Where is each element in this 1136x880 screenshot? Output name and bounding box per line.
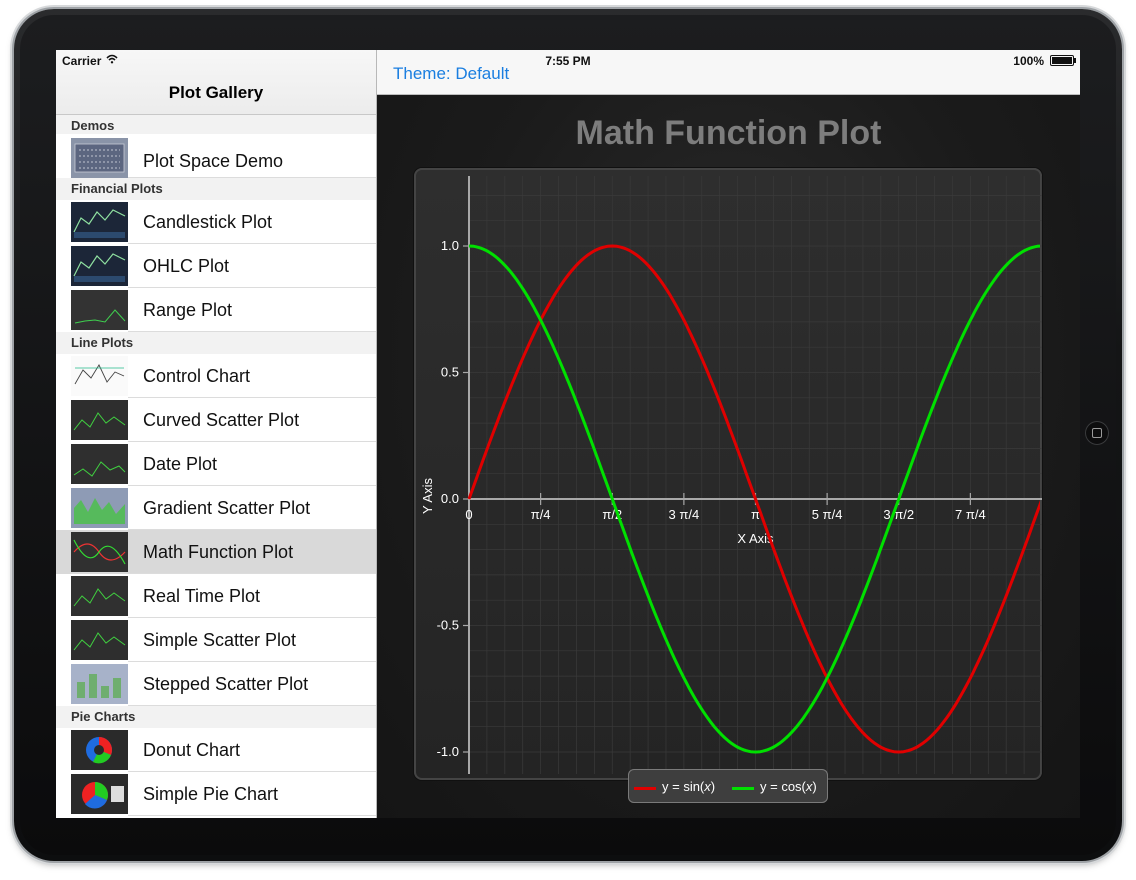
- list-item-label: Real Time Plot: [143, 586, 261, 606]
- section-header: Line Plots: [56, 332, 376, 354]
- list-item-label: Stepped Scatter Plot: [143, 674, 309, 694]
- legend-variable: x: [805, 779, 813, 794]
- x-tick-label: 5 π/4: [812, 507, 843, 522]
- list-item-label: Date Plot: [143, 454, 218, 474]
- list-item-label: Range Plot: [143, 300, 233, 320]
- thumbnail: [71, 444, 128, 484]
- list-item[interactable]: Plot Space Demo: [56, 134, 376, 178]
- thumbnail: [71, 202, 128, 242]
- screen: Plot Gallery Demos Plot Space Demo Financi…: [56, 50, 1080, 818]
- list-item[interactable]: Gradient Scatter Plot: [56, 486, 376, 530]
- list-item-label: Control Chart: [143, 366, 251, 386]
- y-tick-label: 0.0: [441, 491, 459, 506]
- page-title: Plot Gallery: [168, 83, 264, 102]
- thumbnail: [71, 290, 128, 330]
- series-line-sin: [467, 244, 1040, 754]
- list-item-label: Simple Pie Chart: [143, 784, 279, 804]
- thumbnail: [71, 356, 128, 396]
- list-item[interactable]: Date Plot: [56, 442, 376, 486]
- section-header: Demos: [56, 115, 376, 137]
- math-function-chart[interactable]: 0 π/4 π/2 3 π/4 π 5 π/4 3 π/2 7 π/41.00.50.0-0.…: [414, 168, 1042, 780]
- thumbnail: [71, 532, 128, 572]
- list-item-label: Math Function Plot: [143, 542, 294, 562]
- carrier-label: Carrier: [62, 54, 102, 68]
- x-tick-label: 7 π/4: [955, 507, 986, 522]
- chart-title: Math Function Plot: [575, 114, 882, 152]
- thumbnail: [71, 488, 128, 528]
- list-item-label: Plot Space Demo: [143, 151, 284, 171]
- list-item[interactable]: Curved Scatter Plot: [56, 398, 376, 442]
- x-tick-label: π/4: [531, 507, 551, 522]
- list-item[interactable]: Donut Chart: [56, 728, 376, 772]
- thumbnail: [71, 730, 128, 770]
- status-time: 7:55 PM: [545, 54, 591, 68]
- list-item[interactable]: Control Chart: [56, 354, 376, 398]
- list-item-label: Donut Chart: [143, 740, 241, 760]
- legend-text: y = sin(: [662, 779, 705, 794]
- thumbnail: [71, 664, 128, 704]
- list-item-label: Curved Scatter Plot: [143, 410, 300, 430]
- battery-percent: 100%: [1013, 54, 1044, 68]
- thumbnail: [71, 576, 128, 616]
- legend-label-cos: y = cos(x): [760, 779, 817, 794]
- list-item[interactable]: Candlestick Plot: [56, 200, 376, 244]
- master-navigation-bar: Plot Gallery: [56, 50, 376, 115]
- theme-button[interactable]: Theme: Default: [393, 64, 510, 83]
- x-tick-label: 3 π/4: [669, 507, 700, 522]
- legend-text: ): [812, 779, 817, 794]
- thumbnail: [71, 246, 128, 286]
- series-line-cos: [468, 244, 1040, 754]
- section-header: Financial Plots: [56, 178, 376, 200]
- y-axis-title: Y Axis: [420, 478, 435, 514]
- legend-variable: x: [704, 779, 711, 794]
- thumbnail: [71, 400, 128, 440]
- section-header: Pie Charts: [56, 706, 376, 728]
- x-tick-label: π: [751, 507, 760, 522]
- home-button[interactable]: [1085, 421, 1109, 445]
- battery-icon: [1050, 55, 1076, 66]
- list-item-label: Gradient Scatter Plot: [143, 498, 311, 518]
- thumbnail: [71, 620, 128, 660]
- y-tick-label: -1.0: [437, 744, 459, 759]
- x-axis-title: X Axis: [737, 531, 774, 546]
- list-item[interactable]: Stepped Scatter Plot: [56, 662, 376, 706]
- home-button-icon: [1092, 428, 1102, 438]
- master-panel: Plot Gallery Demos Plot Space Demo Financi…: [56, 50, 377, 818]
- x-tick-label: 0: [465, 507, 472, 522]
- legend-swatch-cos: [732, 787, 754, 790]
- chart-legend: y = sin(x) y = cos(x): [628, 769, 828, 803]
- thumbnail: [71, 138, 128, 178]
- list-item[interactable]: Range Plot: [56, 288, 376, 332]
- status-bar: Carrier 7:55 PM 100%: [56, 50, 1080, 70]
- wifi-icon: [106, 54, 118, 64]
- legend-swatch-sin: [634, 787, 656, 790]
- detail-navigation-bar: Theme: Default: [377, 50, 1080, 95]
- list-item-label: Candlestick Plot: [143, 212, 273, 232]
- x-tick-label: 3 π/2: [883, 507, 914, 522]
- y-tick-label: 0.5: [441, 365, 459, 380]
- thumbnail: [71, 774, 128, 814]
- list-item[interactable]: Simple Scatter Plot: [56, 618, 376, 662]
- plot-area-frame: 0 π/4 π/2 3 π/4 π 5 π/4 3 π/2 7 π/4 1.0 0.5 0.0 -0.…: [414, 168, 1042, 780]
- legend-label-sin: y = sin(x): [662, 779, 715, 794]
- plot-list[interactable]: Demos Plot Space Demo Financial Plots Candl…: [56, 115, 376, 818]
- list-item[interactable]: OHLC Plot: [56, 244, 376, 288]
- list-item[interactable]: Math Function Plot: [56, 530, 376, 574]
- y-tick-label: -0.5: [437, 618, 459, 633]
- list-item[interactable]: Real Time Plot: [56, 574, 376, 618]
- legend-text: ): [710, 779, 716, 794]
- list-item[interactable]: Simple Pie Chart: [56, 772, 376, 816]
- legend-text: y = cos(: [760, 779, 806, 794]
- detail-panel: Theme: Default Math Function Plot 0 π/4 π/…: [377, 50, 1080, 818]
- y-tick-label: 1.0: [441, 238, 459, 253]
- list-item-label: Simple Scatter Plot: [143, 630, 297, 650]
- list-item-label: OHLC Plot: [143, 256, 230, 276]
